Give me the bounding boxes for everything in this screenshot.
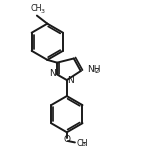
Text: N: N — [50, 69, 56, 78]
Text: 3: 3 — [81, 142, 85, 147]
Text: CH: CH — [77, 139, 88, 148]
Text: N: N — [67, 76, 74, 85]
Text: CH: CH — [30, 4, 42, 13]
Text: 2: 2 — [94, 68, 99, 74]
Text: NH: NH — [87, 65, 101, 74]
Text: O: O — [63, 135, 70, 144]
Text: 3: 3 — [41, 9, 45, 14]
